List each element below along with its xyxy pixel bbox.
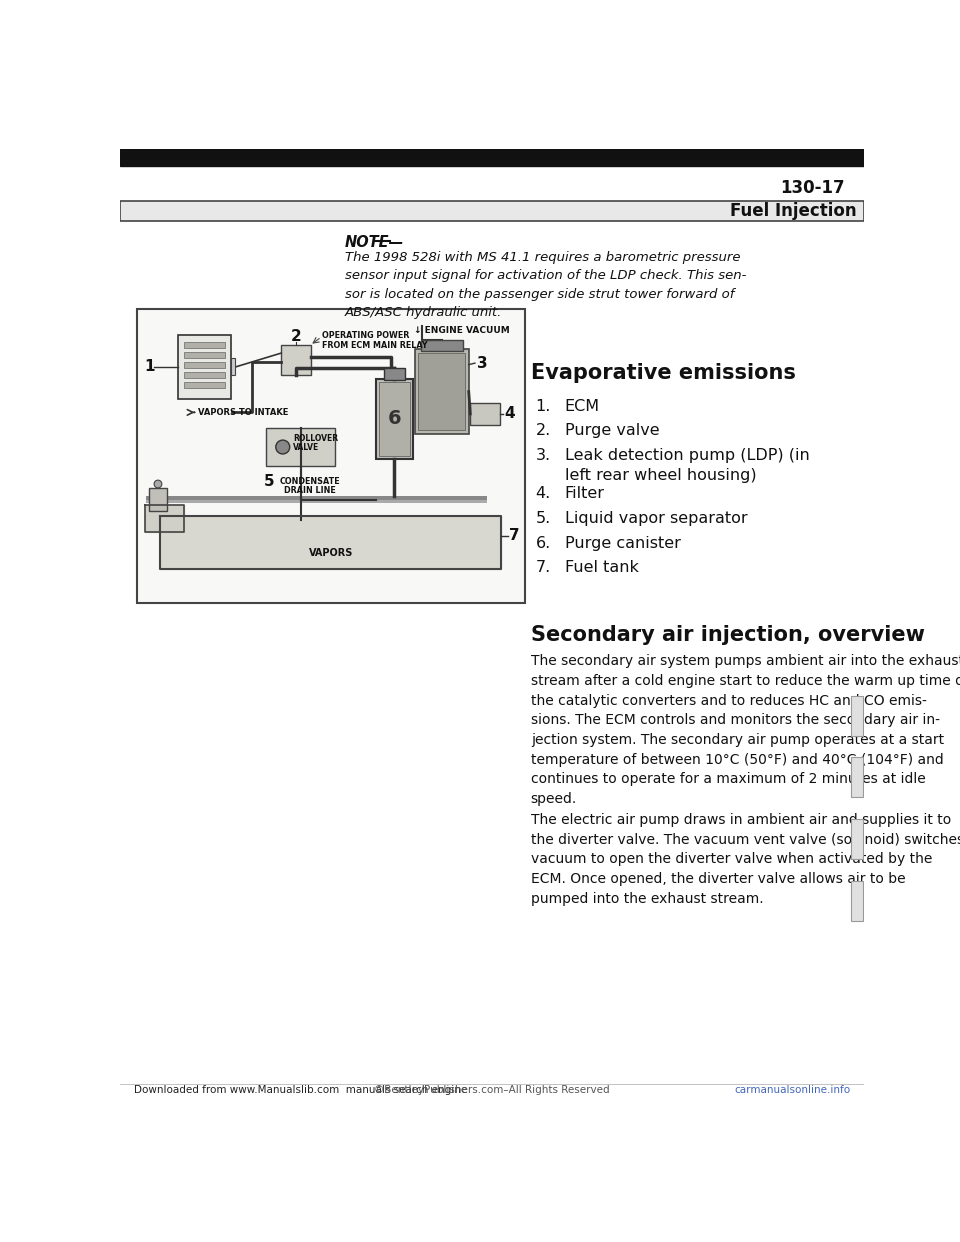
Bar	[137, 309, 524, 604]
Text: Secondary air injection, overview: Secondary air injection, overview	[531, 625, 924, 645]
Text: 7: 7	[509, 528, 519, 543]
Bar	[184, 381, 225, 388]
Text: The secondary air system pumps ambient air into the exhaust
stream after a cold : The secondary air system pumps ambient a…	[531, 655, 960, 806]
Circle shape	[155, 481, 162, 488]
Text: DRAIN LINE: DRAIN LINE	[284, 487, 336, 496]
Bar	[415, 349, 468, 433]
Text: 6: 6	[388, 410, 401, 428]
Text: 2: 2	[291, 329, 301, 344]
Circle shape	[276, 440, 290, 455]
Bar	[379, 381, 410, 456]
Text: Leak detection pump (LDP) (in
left rear wheel housing): Leak detection pump (LDP) (in left rear …	[564, 448, 809, 483]
Text: 1: 1	[145, 359, 156, 374]
Text: 7.: 7.	[536, 560, 551, 575]
Text: Purge valve: Purge valve	[564, 424, 660, 438]
Text: NOTE—: NOTE—	[345, 235, 404, 251]
Bar	[851, 696, 863, 735]
Text: VALVE: VALVE	[293, 443, 319, 452]
Text: 6.: 6.	[536, 535, 551, 550]
Bar	[120, 201, 864, 221]
Bar	[120, 149, 864, 166]
Text: Liquid vapor separator: Liquid vapor separator	[564, 510, 748, 525]
Text: The 1998 528i with MS 41.1 requires a barometric pressure
sensor input signal fo: The 1998 528i with MS 41.1 requires a ba…	[345, 251, 746, 319]
Text: 2.: 2.	[536, 424, 551, 438]
Bar	[146, 501, 488, 503]
Text: Purge canister: Purge canister	[564, 535, 681, 550]
Text: VAPORS: VAPORS	[308, 548, 353, 559]
Text: OPERATING POWER
FROM ECM MAIN RELAY: OPERATING POWER FROM ECM MAIN RELAY	[322, 330, 427, 350]
Text: Fuel Injection: Fuel Injection	[730, 202, 856, 220]
Text: 4.: 4.	[536, 487, 551, 502]
Bar	[230, 359, 235, 375]
Bar	[851, 758, 863, 797]
Text: 4: 4	[504, 406, 515, 421]
Bar	[419, 353, 465, 430]
Text: Downloaded from www.Manualslib.com  manuals search engine: Downloaded from www.Manualslib.com manua…	[134, 1084, 468, 1094]
Bar	[184, 361, 225, 368]
Text: Evaporative emissions: Evaporative emissions	[531, 363, 796, 383]
Bar	[184, 371, 225, 378]
Polygon shape	[160, 517, 501, 569]
Text: ©BentleyPublishers.com–All Rights Reserved: ©BentleyPublishers.com–All Rights Reserv…	[374, 1084, 610, 1094]
Text: The electric air pump draws in ambient air and supplies it to
the diverter valve: The electric air pump draws in ambient a…	[531, 812, 960, 905]
Bar	[420, 340, 463, 350]
Bar	[150, 488, 166, 510]
Text: Fuel tank: Fuel tank	[564, 560, 638, 575]
Text: 1.: 1.	[536, 399, 551, 414]
Bar	[470, 404, 500, 425]
Bar	[184, 342, 225, 348]
Text: 130-17: 130-17	[780, 179, 845, 196]
Bar	[851, 818, 863, 859]
Text: ↓ ENGINE VACUUM: ↓ ENGINE VACUUM	[415, 327, 511, 335]
Bar	[266, 427, 335, 466]
Bar	[179, 335, 230, 399]
Bar	[146, 496, 488, 501]
Text: Filter: Filter	[564, 487, 605, 502]
Bar	[184, 351, 225, 358]
Text: 3: 3	[476, 355, 487, 370]
Bar	[281, 345, 311, 375]
Polygon shape	[145, 504, 183, 532]
Text: ROLLOVER: ROLLOVER	[293, 433, 338, 443]
Bar	[851, 881, 863, 920]
Text: CONDENSATE: CONDENSATE	[279, 477, 340, 486]
Text: VAPORS TO INTAKE: VAPORS TO INTAKE	[198, 407, 288, 417]
Text: 3.: 3.	[536, 448, 550, 463]
Text: 5.: 5.	[536, 510, 551, 525]
Text: 5: 5	[264, 474, 275, 489]
Text: carmanualsonline.info: carmanualsonline.info	[734, 1084, 850, 1094]
Bar	[383, 368, 405, 380]
Bar	[375, 379, 413, 460]
Text: ECM: ECM	[564, 399, 600, 414]
